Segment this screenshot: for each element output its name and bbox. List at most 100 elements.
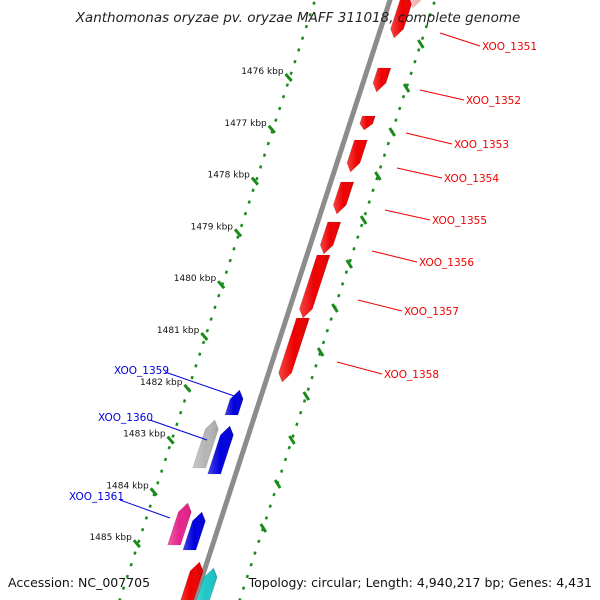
reverse-leader-line bbox=[149, 419, 208, 441]
track-dot bbox=[321, 340, 326, 345]
track-dot bbox=[394, 118, 398, 122]
inner-tick-mark bbox=[374, 171, 382, 181]
track-dot bbox=[356, 235, 360, 239]
track-dot bbox=[268, 504, 272, 509]
track-dot bbox=[413, 59, 417, 64]
track-dot bbox=[352, 247, 356, 251]
track-dot bbox=[428, 13, 432, 17]
track-dot bbox=[159, 469, 164, 473]
label-layer: 1476 kbp 1477 kbp 1478 kbp 1479 kbp 1480 kbp… bbox=[69, 32, 537, 543]
reverse-leader-line bbox=[119, 499, 171, 519]
track-dot bbox=[255, 176, 259, 181]
inner-tick-mark bbox=[331, 303, 339, 313]
inner-tick-mark bbox=[316, 347, 325, 357]
track-dot bbox=[279, 469, 284, 473]
forward-leader-line bbox=[405, 132, 453, 145]
reverse-leader-line bbox=[164, 371, 241, 399]
kbp-tick-mark bbox=[250, 176, 260, 186]
track-dot bbox=[179, 410, 183, 415]
track-dot bbox=[232, 247, 236, 251]
ring-layer bbox=[118, 0, 436, 600]
kbp-tick-mark bbox=[132, 539, 142, 549]
gene-xoo-1356 bbox=[319, 221, 342, 255]
reverse-gene-label: XOO_1361 bbox=[69, 491, 124, 503]
track-dot bbox=[382, 153, 387, 158]
forward-leader-line bbox=[396, 167, 443, 179]
track-dot bbox=[251, 188, 255, 193]
kbp-tick-mark bbox=[267, 124, 276, 134]
track-dot bbox=[171, 434, 175, 438]
forward-leader-line bbox=[371, 250, 418, 263]
forward-leader-line bbox=[357, 299, 403, 312]
track-dot bbox=[401, 94, 406, 99]
kbp-tick-mark bbox=[217, 280, 226, 290]
track-dot bbox=[264, 516, 269, 520]
forward-leader-line bbox=[439, 32, 481, 47]
track-dot bbox=[297, 48, 301, 52]
inner-tick-mark bbox=[388, 127, 396, 137]
track-dot bbox=[344, 270, 349, 275]
track-dot bbox=[274, 118, 278, 122]
track-dot bbox=[348, 258, 352, 263]
track-dot bbox=[144, 516, 149, 520]
track-dot bbox=[140, 527, 145, 532]
reverse-gene-label: XOO_1360 bbox=[98, 412, 153, 424]
forward-gene-label: XOO_1353 bbox=[454, 139, 509, 151]
track-dot bbox=[386, 141, 390, 146]
gene-xoo-1360-pseudo bbox=[192, 419, 219, 469]
inner-tick-mark bbox=[359, 215, 368, 225]
track-dot bbox=[340, 282, 345, 286]
kbp-tick-mark bbox=[166, 435, 175, 445]
track-dot bbox=[417, 48, 421, 52]
track-dot bbox=[249, 562, 253, 567]
track-dot bbox=[213, 305, 217, 310]
kbp-tick-label: 1483 kbp bbox=[123, 430, 166, 440]
kbp-tick-label: 1482 kbp bbox=[140, 378, 183, 388]
track-dot bbox=[367, 200, 371, 204]
track-dot bbox=[201, 340, 206, 345]
inner-tick-mark bbox=[273, 479, 282, 489]
kbp-tick-label: 1479 kbp bbox=[191, 222, 234, 232]
track-dot bbox=[217, 293, 221, 298]
track-dot bbox=[379, 165, 383, 169]
track-dot bbox=[409, 71, 413, 76]
map-title: Xanthomonas oryzae pv. oryzae MAFF 31101… bbox=[75, 10, 521, 26]
forward-gene-label: XOO_1357 bbox=[404, 306, 459, 318]
track-dot bbox=[137, 539, 141, 544]
track-dot bbox=[129, 562, 133, 567]
track-dot bbox=[253, 551, 257, 555]
track-dot bbox=[432, 1, 436, 5]
track-dot bbox=[293, 59, 297, 64]
track-dot bbox=[312, 1, 316, 5]
inner-tick-mark bbox=[302, 391, 311, 401]
track-dot bbox=[259, 165, 263, 169]
forward-gene-label: XOO_1351 bbox=[482, 41, 537, 53]
track-dot bbox=[304, 24, 309, 29]
inner-tick-mark bbox=[402, 83, 411, 93]
track-dot bbox=[257, 539, 261, 544]
forward-gene-label: XOO_1358 bbox=[384, 369, 439, 381]
gene-bottom-cyan bbox=[196, 567, 218, 600]
track-dot bbox=[190, 375, 194, 380]
track-dot bbox=[175, 422, 179, 427]
track-dot bbox=[359, 223, 364, 228]
gene-xoo-1358 bbox=[278, 317, 310, 383]
track-dot bbox=[148, 504, 152, 509]
track-dot bbox=[182, 399, 187, 403]
kbp-tick-label: 1484 kbp bbox=[106, 481, 149, 491]
accession-text: Accession: NC_007705 bbox=[8, 575, 150, 590]
gene-xoo-1351 bbox=[390, 0, 414, 39]
track-dot bbox=[371, 188, 375, 193]
track-dot bbox=[209, 317, 213, 321]
track-dot bbox=[241, 586, 246, 590]
track-dot bbox=[224, 270, 229, 275]
reverse-gene-label: XOO_1359 bbox=[114, 365, 169, 377]
track-dot bbox=[281, 94, 286, 99]
feature-layer bbox=[167, 0, 422, 600]
gene-xoo-1355 bbox=[332, 181, 355, 215]
track-dot bbox=[289, 71, 293, 76]
track-dot bbox=[420, 36, 425, 41]
forward-gene-label: XOO_1354 bbox=[444, 173, 499, 185]
inner-tick-mark bbox=[345, 259, 354, 269]
track-dot bbox=[121, 586, 126, 590]
